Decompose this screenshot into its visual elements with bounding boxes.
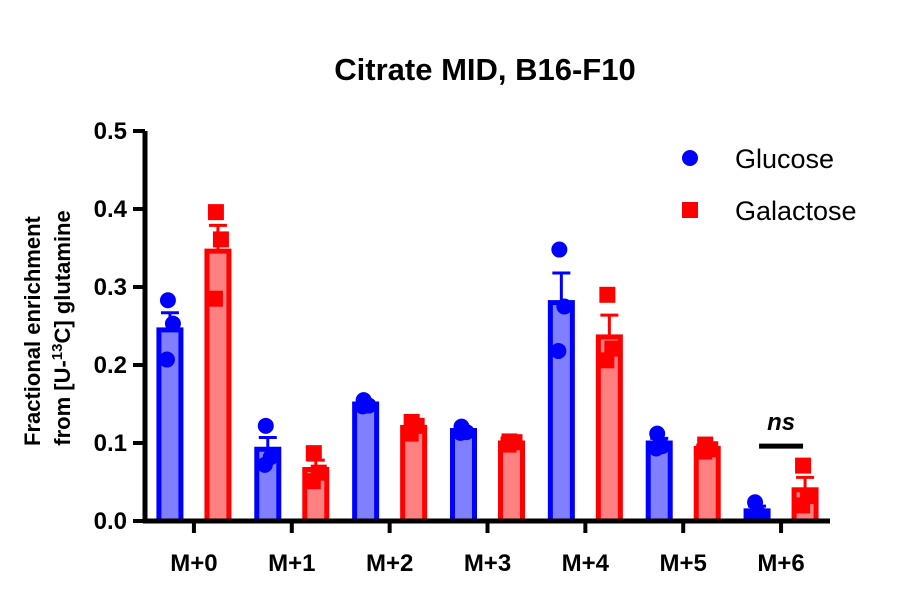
legend: Glucose Galactose [682,144,857,226]
data-point-galactose-M+4 [598,352,615,369]
data-point-glucose-M+0 [159,292,176,309]
data-point-galactose-M+2 [402,425,419,442]
data-point-glucose-M+1 [257,417,274,434]
data-point-glucose-M+0 [164,315,181,332]
legend-label-galactose: Galactose [735,196,857,226]
data-point-glucose-M+3 [452,424,469,441]
data-point-galactose-M+1 [305,445,322,462]
data-point-glucose-M+6 [747,494,764,511]
data-point-galactose-M+0 [206,290,223,307]
data-point-galactose-M+6 [794,497,811,514]
legend-item-glucose: Glucose [682,144,834,174]
data-point-galactose-M+6 [795,457,812,474]
data-point-galactose-M+3 [500,436,517,453]
x-tick-label-M+1: M+1 [268,550,315,577]
y-axis-label-line1: Fractional enrichment [20,215,45,446]
y-axis-label-superscript: 13 [49,344,66,361]
bar-glucose-M+2 [352,401,380,524]
x-tick-label-M+3: M+3 [464,550,511,577]
y-axis-label: Fractional enrichment from [U-13C] gluta… [20,210,75,446]
y-tick-label-0.3: 0.3 [94,274,127,301]
y-axis-label-line2: from [U-13C] glutamine [49,210,76,445]
y-tick-label-0.4: 0.4 [94,196,128,223]
legend-item-galactose: Galactose [682,196,857,226]
x-tick-label-M+6: M+6 [757,550,804,577]
y-axis-label-suffix: C] glutamine [50,210,75,343]
bar-galactose-M+3 [498,440,525,524]
data-point-glucose-M+4 [556,298,573,315]
data-point-glucose-M+2 [354,398,371,415]
x-tick-label-M+0: M+0 [170,550,217,577]
y-tick-label-0.0: 0.0 [94,508,127,535]
x-tick-label-M+5: M+5 [660,550,707,577]
bar-glucose-M+3 [450,428,477,524]
chart-title: Citrate MID, B16-F10 [334,52,635,87]
data-point-galactose-M+0 [207,204,224,221]
data-point-galactose-M+4 [599,286,616,303]
legend-label-glucose: Glucose [735,144,834,174]
data-point-glucose-M+5 [648,440,665,457]
data-point-glucose-M+0 [158,351,175,368]
axes-layer: M+0 M+1 M+2 M+3 M+4 M+5 M+6 0.0 0.1 0.2 0.3 0.4 0.5 [94,118,830,577]
y-axis-label-prefix: from [U- [50,360,75,446]
data-point-glucose-M+1 [256,456,273,473]
y-tick-label-0.1: 0.1 [94,430,127,457]
legend-marker-glucose [682,150,698,166]
bars-layer [156,223,819,524]
significance-label: ns [767,409,795,436]
x-tick-label-M+2: M+2 [366,550,413,577]
bar-glucose-M+4 [547,300,575,524]
data-point-galactose-M+5 [696,443,713,460]
x-tick-label-M+4: M+4 [562,550,610,577]
data-point-galactose-M+1 [304,473,321,490]
y-tick-label-0.2: 0.2 [94,352,127,379]
data-point-glucose-M+4 [550,342,567,359]
data-point-galactose-M+0 [212,231,229,248]
data-point-glucose-M+5 [649,425,666,442]
y-tick-label-0.5: 0.5 [94,118,127,145]
annotation-layer: ns [759,409,804,449]
legend-marker-galactose [682,202,698,218]
data-point-glucose-M+4 [551,241,568,258]
